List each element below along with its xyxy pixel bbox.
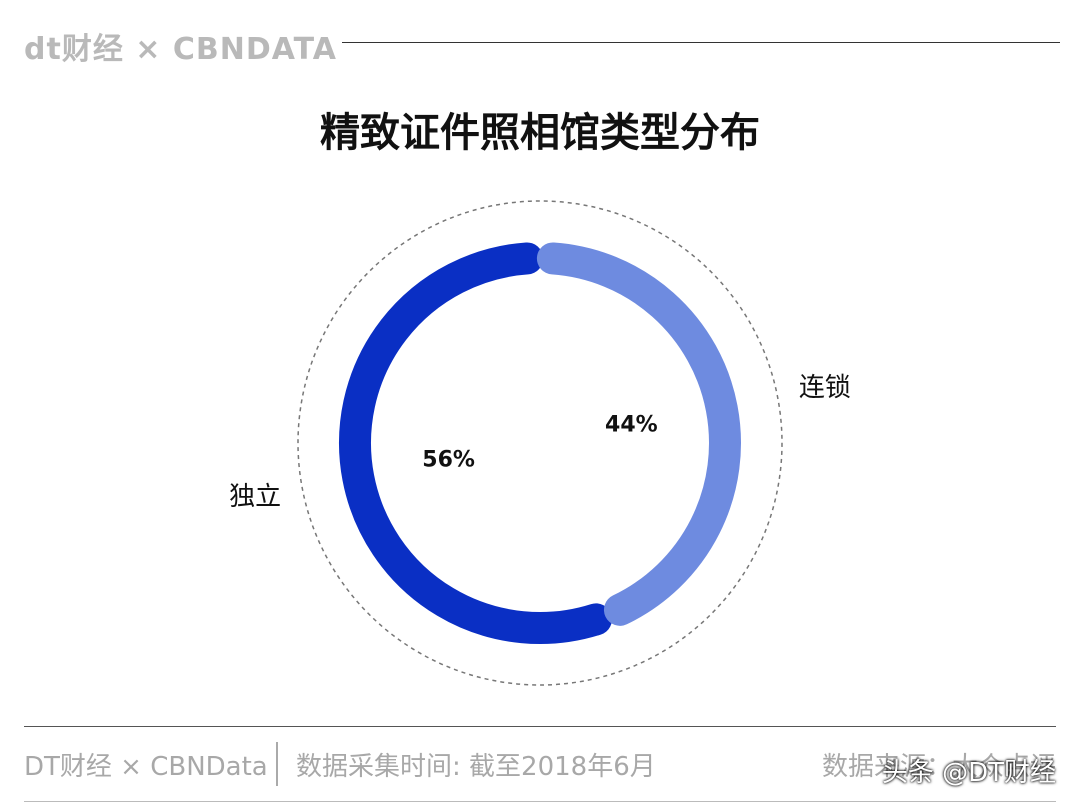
chart-title: 精致证件照相馆类型分布 <box>320 110 760 156</box>
footer-divider <box>24 726 1056 727</box>
chart-segments <box>339 242 741 644</box>
header-divider <box>342 42 1060 43</box>
watermark: 头条 @DT财经 <box>881 758 1056 788</box>
header: dt财经 × CBNDATA <box>24 24 1060 67</box>
footer-bottom-divider <box>24 801 1056 802</box>
value-label-chain: 44% <box>605 413 658 438</box>
category-label-chain: 连锁 <box>799 373 851 403</box>
footer: DT财经 × CBNData 数据采集时间: 截至2018年6月 数据来源：大众… <box>24 742 1056 786</box>
segment-chain <box>536 242 741 626</box>
footer-source: 数据来源：大众点评 <box>821 752 1056 782</box>
footer-collection-time: 数据采集时间: 截至2018年6月 <box>296 752 656 782</box>
footer-brand: DT财经 × CBNData <box>24 752 268 782</box>
footer-separator <box>276 742 278 786</box>
chart-outline-ring <box>297 200 783 686</box>
value-label-independent: 56% <box>422 447 475 472</box>
category-label-independent: 独立 <box>229 482 281 512</box>
segment-independent <box>339 242 612 644</box>
chart-labels: 56% 独立 44% 连锁 <box>229 373 851 512</box>
brand-logo: dt财经 × CBNDATA <box>24 32 337 67</box>
